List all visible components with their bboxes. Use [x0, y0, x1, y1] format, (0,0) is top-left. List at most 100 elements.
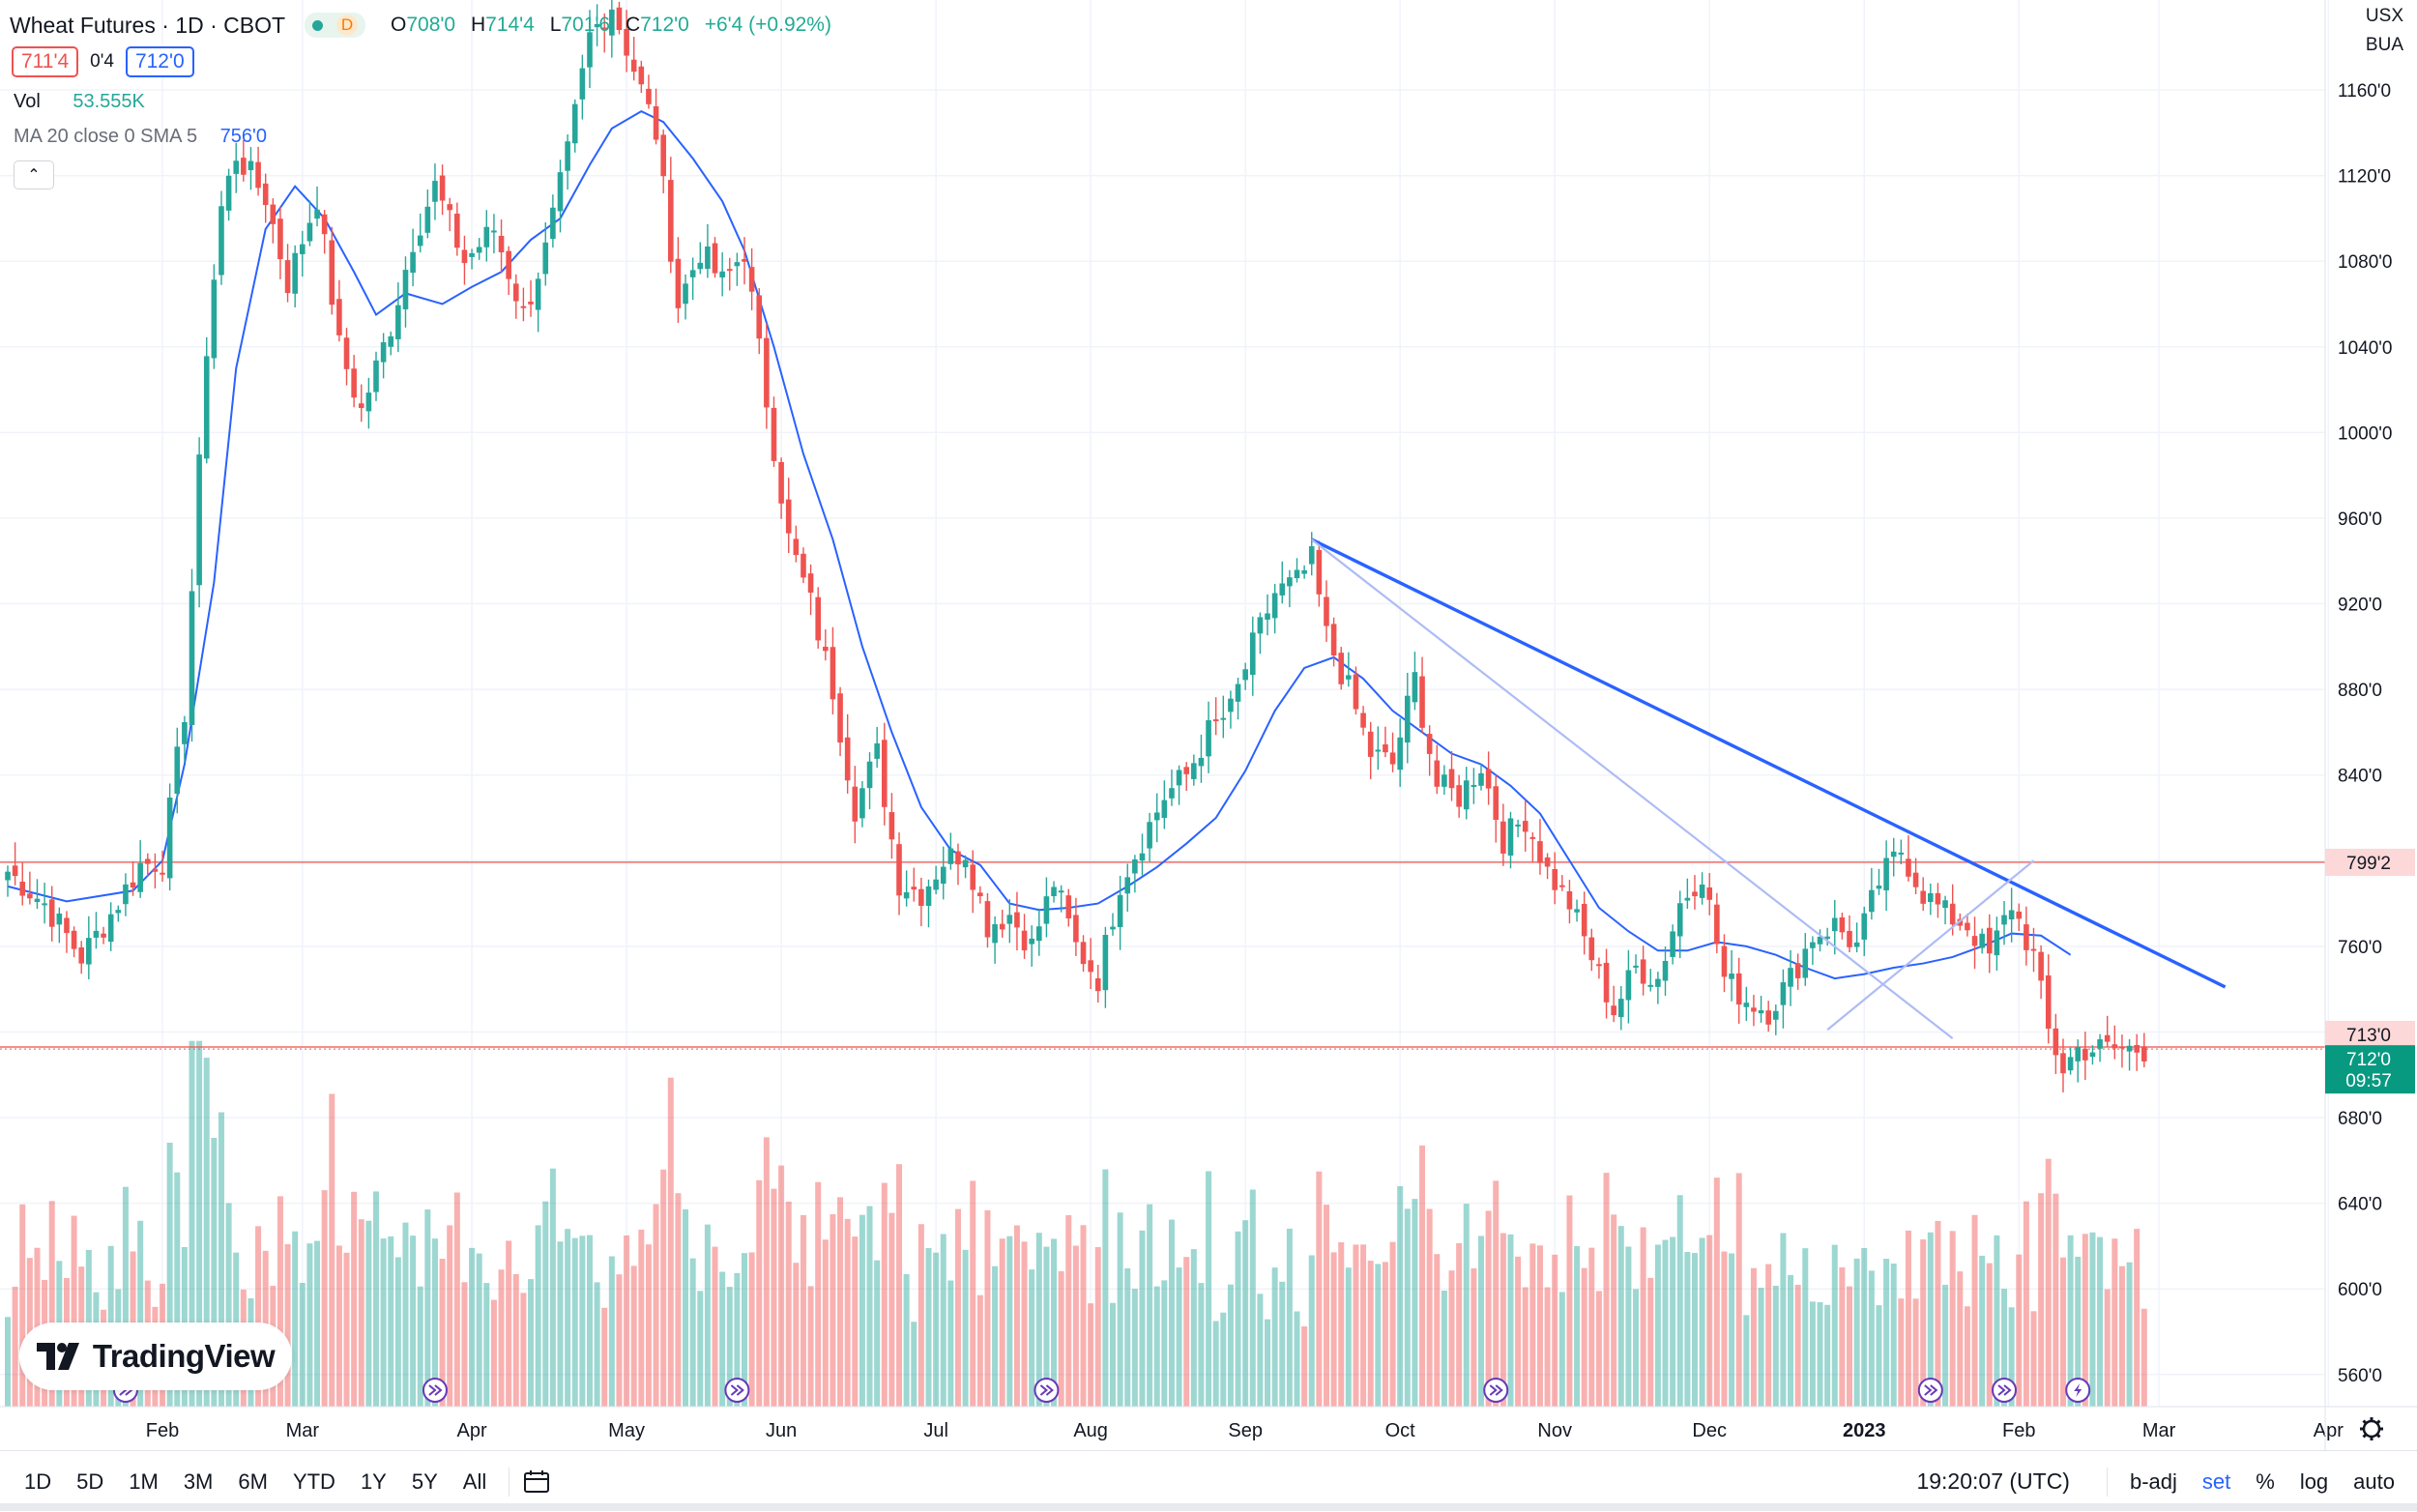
- symbol-title[interactable]: Wheat Futures · 1D · CBOT: [10, 12, 286, 38]
- volume-bar: [579, 1236, 586, 1407]
- timeframe-button[interactable]: 5Y: [411, 1468, 438, 1494]
- dividend-event-icon[interactable]: [1917, 1378, 1943, 1403]
- candle-body: [270, 204, 277, 224]
- current-price-badge-text: 712'0: [2346, 1050, 2391, 1070]
- scale-option-button[interactable]: b-adj: [2129, 1468, 2177, 1494]
- candle: [2016, 903, 2023, 932]
- dividend-event-icon[interactable]: [422, 1378, 448, 1403]
- candle: [160, 850, 165, 882]
- market-status[interactable]: D: [305, 13, 366, 38]
- utc-clock[interactable]: 19:20:07 (UTC): [1916, 1468, 2070, 1494]
- candle: [101, 926, 106, 945]
- candle: [1102, 926, 1109, 1008]
- candle: [2111, 1025, 2118, 1060]
- volume-bar: [1043, 1246, 1050, 1407]
- candle: [1471, 768, 1477, 804]
- candle-body: [439, 175, 446, 201]
- volume-bar: [1220, 1312, 1227, 1407]
- scale-option-button[interactable]: set: [2201, 1468, 2231, 1494]
- candle-body: [1419, 676, 1425, 728]
- candle: [64, 911, 70, 953]
- candle-body: [358, 403, 364, 409]
- timeframe-button[interactable]: YTD: [292, 1468, 335, 1494]
- volume-legend[interactable]: Vol 53.555K: [14, 91, 145, 113]
- volume-bar: [174, 1172, 181, 1407]
- volume-bar: [1102, 1169, 1109, 1407]
- timeframe-button[interactable]: 1D: [24, 1468, 52, 1494]
- timeframe-button[interactable]: 3M: [183, 1468, 214, 1494]
- candle: [778, 457, 784, 519]
- candle: [955, 843, 961, 886]
- candle-body: [815, 596, 821, 641]
- candle-body: [1529, 836, 1536, 839]
- buy-price-box[interactable]: 712'0: [125, 46, 194, 77]
- volume-bar: [439, 1258, 446, 1407]
- volume-bar: [1824, 1304, 1831, 1407]
- volume-bar: [675, 1193, 682, 1407]
- tradingview-logo[interactable]: TradingView: [19, 1323, 292, 1390]
- volume-bar: [506, 1240, 512, 1407]
- time-tick-label: 2023: [1843, 1420, 1886, 1441]
- volume-bar: [2030, 1311, 2037, 1407]
- volume-bar: [1765, 1264, 1772, 1407]
- candle: [506, 246, 511, 296]
- timeframe-button[interactable]: 1M: [129, 1468, 159, 1494]
- date-range-icon[interactable]: [523, 1469, 552, 1495]
- candle: [1389, 732, 1396, 772]
- candle: [1456, 774, 1462, 818]
- volume-bar: [5, 1317, 11, 1407]
- candle: [1588, 928, 1595, 972]
- candle-body: [734, 262, 741, 267]
- candle: [1271, 583, 1278, 634]
- candle-body: [402, 270, 409, 309]
- candle: [2067, 1047, 2074, 1075]
- scale-option-button[interactable]: auto: [2353, 1468, 2395, 1494]
- candle-body: [1994, 930, 2000, 956]
- dividend-event-icon[interactable]: [724, 1378, 750, 1403]
- volume-bar: [1065, 1214, 1072, 1407]
- ma-legend[interactable]: MA 20 close 0 SMA 5 756'0: [14, 126, 267, 148]
- timeframe-button[interactable]: 6M: [238, 1468, 268, 1494]
- volume-bar: [1139, 1230, 1146, 1407]
- timeframe-button[interactable]: 5D: [76, 1468, 104, 1494]
- collapse-legend-button[interactable]: ⌃: [14, 160, 54, 189]
- volume-bar: [992, 1265, 999, 1407]
- unit-label[interactable]: BUA: [2365, 35, 2403, 55]
- candle-body: [1235, 683, 1241, 702]
- volume-bar: [490, 1299, 497, 1407]
- currency-label[interactable]: USX: [2365, 6, 2403, 26]
- toolbar-right: 19:20:07 (UTC) b-adj set% log auto: [1916, 1451, 2407, 1512]
- candle: [726, 257, 733, 291]
- lightning-event-icon[interactable]: [2065, 1378, 2091, 1403]
- candle-body: [1006, 915, 1013, 924]
- volume-bar: [453, 1192, 460, 1407]
- volume-bar: [1110, 1302, 1116, 1407]
- dividend-event-icon[interactable]: [1992, 1378, 2018, 1403]
- settings-gear-icon[interactable]: [2360, 1417, 2383, 1440]
- volume-bar: [1574, 1246, 1581, 1407]
- scale-option-button[interactable]: %: [2256, 1468, 2275, 1494]
- candle: [1670, 924, 1675, 965]
- timeframe-button[interactable]: 1Y: [360, 1468, 387, 1494]
- arrow-glyph: [1924, 1384, 1938, 1396]
- candle-body: [984, 901, 991, 938]
- dividend-event-icon[interactable]: [1034, 1378, 1060, 1403]
- scale-options: b-adj set% log auto: [2117, 1469, 2407, 1495]
- sell-price-box[interactable]: 711'4: [12, 46, 79, 77]
- candle: [1942, 895, 1948, 925]
- candle-body: [933, 879, 939, 890]
- candle: [2075, 1039, 2082, 1083]
- candle: [1735, 957, 1742, 1024]
- candle-body: [498, 235, 505, 252]
- candle-body: [1861, 913, 1868, 940]
- timeframe-button[interactable]: All: [462, 1468, 487, 1494]
- gear-tooth: [2375, 1433, 2381, 1439]
- candle-body: [1853, 942, 1860, 947]
- candle-body: [248, 160, 254, 171]
- price-tick-label: 1000'0: [2338, 423, 2392, 444]
- scale-option-button[interactable]: log: [2299, 1468, 2329, 1494]
- candle-body: [137, 862, 143, 892]
- dividend-event-icon[interactable]: [1483, 1378, 1509, 1403]
- candle: [844, 713, 851, 794]
